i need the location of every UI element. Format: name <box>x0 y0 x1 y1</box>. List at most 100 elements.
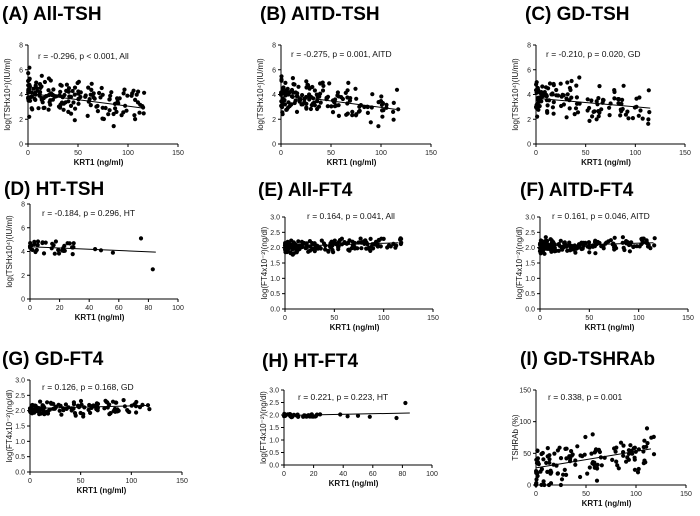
data-point <box>558 238 563 243</box>
y-tick-label: 6 <box>527 67 531 74</box>
data-point <box>315 106 320 112</box>
data-point <box>288 250 293 255</box>
y-axis-label: TSHRAb (%) <box>511 414 520 461</box>
data-point <box>87 402 92 408</box>
data-point <box>635 470 641 475</box>
data-point <box>585 97 590 102</box>
data-point <box>651 452 657 457</box>
data-point <box>394 87 400 92</box>
data-point <box>66 109 71 114</box>
data-point <box>614 459 619 464</box>
data-point <box>597 110 602 115</box>
data-point <box>354 96 359 101</box>
x-tick-label: 60 <box>369 471 377 478</box>
data-point <box>362 104 367 110</box>
data-point <box>67 94 72 99</box>
y-tick-label: 8 <box>527 43 531 50</box>
data-point <box>279 74 284 79</box>
x-axis-label: KRT1 (ng/ml) <box>75 313 125 322</box>
data-point <box>291 243 296 248</box>
data-point <box>573 462 578 467</box>
data-point <box>543 93 548 98</box>
x-tick-label: 100 <box>122 150 134 157</box>
data-point <box>577 75 582 80</box>
data-point <box>52 251 57 256</box>
data-point <box>339 95 344 100</box>
data-point <box>562 242 567 247</box>
data-point <box>542 482 547 488</box>
x-tick-label: 100 <box>426 471 438 478</box>
data-point <box>127 409 132 415</box>
stats-annotation: r = -0.296, p < 0.001, All <box>38 51 129 61</box>
y-tick-label: 50 <box>523 451 531 458</box>
data-point <box>39 411 44 416</box>
data-point <box>53 405 58 410</box>
x-tick-label: 0 <box>28 478 32 485</box>
data-point <box>29 106 34 111</box>
data-point <box>78 398 84 404</box>
data-point <box>39 73 44 78</box>
data-point <box>100 105 105 110</box>
data-point <box>575 245 581 250</box>
data-point <box>47 407 53 412</box>
data-point <box>86 85 91 90</box>
data-point <box>396 107 401 112</box>
data-point <box>541 479 546 484</box>
data-point <box>644 426 650 431</box>
data-point <box>642 438 647 443</box>
y-tick-label: 4 <box>272 92 276 99</box>
x-tick-label: 50 <box>327 150 335 157</box>
y-tick-label: 1.5 <box>269 425 279 432</box>
x-axis-label: KRT1 (ng/ml) <box>74 158 124 167</box>
x-axis-label: KRT1 (ng/ml) <box>581 158 631 167</box>
data-point <box>109 90 114 95</box>
data-point <box>113 106 118 111</box>
data-point <box>574 101 580 106</box>
data-point <box>101 116 106 122</box>
y-axis-label: log(FT4x10⁻²)(ng/dl) <box>259 391 268 464</box>
data-point <box>612 245 617 250</box>
data-point <box>312 88 317 93</box>
data-point <box>599 107 604 112</box>
data-point <box>312 241 317 246</box>
data-point <box>325 94 331 99</box>
data-point <box>534 482 539 487</box>
data-point <box>34 80 39 85</box>
x-tick-label: 0 <box>279 150 283 157</box>
y-axis-label: log(FT4x10⁻²)(ng/dl) <box>5 389 14 462</box>
data-point <box>610 457 615 462</box>
data-point <box>291 240 296 245</box>
y-axis-label: log(FT4x10⁻²)(ng/dl) <box>515 226 524 299</box>
data-point <box>575 110 581 115</box>
data-point <box>27 76 32 81</box>
y-tick-label: 0 <box>527 142 531 149</box>
data-point <box>632 467 638 472</box>
data-point <box>70 88 75 94</box>
data-point <box>563 446 568 451</box>
data-point <box>632 457 637 462</box>
x-tick-label: 0 <box>534 150 538 157</box>
data-point <box>61 107 66 112</box>
x-tick-label: 50 <box>582 150 590 157</box>
data-point <box>66 86 72 91</box>
data-point <box>599 463 604 468</box>
data-point <box>323 247 328 252</box>
data-point <box>565 80 570 85</box>
data-point <box>381 108 386 113</box>
data-point <box>91 95 96 100</box>
data-point <box>26 90 31 95</box>
data-point <box>559 477 565 482</box>
data-point <box>597 84 602 89</box>
data-point <box>594 117 599 122</box>
data-point <box>612 88 617 93</box>
data-point <box>565 92 570 97</box>
data-point <box>142 90 147 95</box>
data-point <box>304 79 309 84</box>
data-point <box>376 100 381 105</box>
data-point <box>388 244 393 249</box>
data-point <box>345 414 350 419</box>
data-point <box>63 402 68 407</box>
y-tick-label: 0 <box>21 297 25 304</box>
x-tick-label: 20 <box>310 471 318 478</box>
x-tick-label: 100 <box>630 491 642 498</box>
